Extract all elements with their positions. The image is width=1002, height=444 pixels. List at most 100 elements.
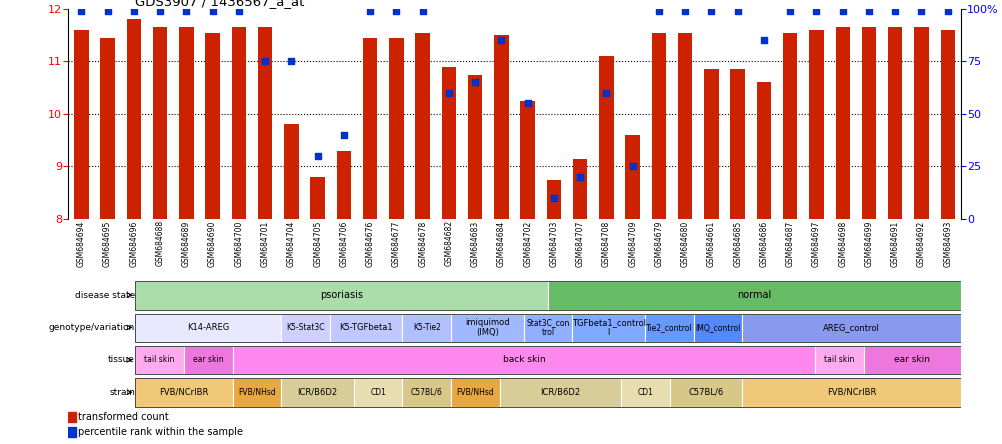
Point — [336, 131, 352, 139]
Bar — [546, 179, 560, 219]
Text: psoriasis: psoriasis — [320, 290, 363, 300]
Text: Tie2_control: Tie2_control — [645, 323, 692, 332]
Point — [729, 8, 745, 15]
Point — [441, 89, 457, 96]
Text: imiquimod
(IMQ): imiquimod (IMQ) — [465, 318, 509, 337]
Bar — [809, 30, 823, 219]
Bar — [183, 346, 232, 374]
Text: C57BL/6: C57BL/6 — [411, 388, 442, 397]
Text: AREG_control: AREG_control — [823, 323, 879, 332]
Bar — [861, 27, 876, 219]
Text: C57BL/6: C57BL/6 — [687, 388, 722, 397]
Point — [310, 152, 326, 159]
Text: tail skin: tail skin — [824, 355, 854, 365]
Bar — [402, 378, 451, 407]
Point — [73, 8, 89, 15]
Bar — [494, 35, 508, 219]
Bar — [741, 313, 960, 342]
Text: TGFbeta1_control
l: TGFbeta1_control l — [571, 318, 645, 337]
Bar — [389, 38, 403, 219]
Point — [257, 58, 273, 65]
Point — [99, 8, 115, 15]
Bar — [135, 281, 960, 309]
Text: back skin: back skin — [502, 355, 545, 365]
Bar — [68, 428, 76, 437]
Point — [284, 58, 300, 65]
Bar — [135, 281, 548, 309]
Bar — [135, 346, 960, 374]
Bar — [451, 313, 523, 342]
Point — [493, 37, 509, 44]
Bar — [281, 313, 330, 342]
Text: Stat3C_con
trol: Stat3C_con trol — [526, 318, 569, 337]
Bar — [499, 378, 620, 407]
Point — [178, 8, 194, 15]
Bar — [68, 412, 76, 422]
Text: ear skin: ear skin — [894, 355, 930, 365]
Point — [650, 8, 666, 15]
Text: disease state: disease state — [74, 290, 135, 300]
Text: K5-Stat3C: K5-Stat3C — [286, 323, 325, 332]
Bar — [402, 313, 451, 342]
Point — [939, 8, 955, 15]
Bar — [363, 38, 377, 219]
Text: CD1: CD1 — [370, 388, 386, 397]
Text: CD1: CD1 — [636, 388, 652, 397]
Text: FVB/NCrIBR: FVB/NCrIBR — [159, 388, 208, 397]
Point — [545, 194, 561, 202]
Text: percentile rank within the sample: percentile rank within the sample — [78, 427, 242, 437]
Text: FVB/NCrIBR: FVB/NCrIBR — [826, 388, 876, 397]
Bar — [572, 159, 587, 219]
Text: tail skin: tail skin — [144, 355, 174, 365]
Text: FVB/NHsd: FVB/NHsd — [456, 388, 494, 397]
Text: ICR/B6D2: ICR/B6D2 — [298, 388, 338, 397]
Bar — [135, 313, 281, 342]
Bar — [677, 32, 691, 219]
Point — [414, 8, 430, 15]
Bar — [651, 32, 665, 219]
Point — [204, 8, 220, 15]
Point — [598, 89, 614, 96]
Text: ear skin: ear skin — [192, 355, 223, 365]
Point — [152, 8, 168, 15]
Bar — [330, 313, 402, 342]
Bar — [815, 346, 863, 374]
Point — [230, 8, 246, 15]
Text: ICR/B6D2: ICR/B6D2 — [540, 388, 580, 397]
Bar — [887, 27, 902, 219]
Bar — [232, 378, 281, 407]
Bar — [729, 69, 744, 219]
Bar — [135, 313, 960, 342]
Text: K5-TGFbeta1: K5-TGFbeta1 — [339, 323, 393, 332]
Bar — [625, 135, 639, 219]
Point — [913, 8, 929, 15]
Bar — [620, 378, 669, 407]
Bar — [756, 83, 771, 219]
Bar — [232, 346, 815, 374]
Bar — [135, 378, 960, 407]
Bar — [520, 101, 534, 219]
Point — [125, 8, 141, 15]
Text: normal: normal — [736, 290, 771, 300]
Text: tissue: tissue — [108, 355, 135, 365]
Bar — [644, 313, 693, 342]
Bar — [783, 32, 797, 219]
Bar — [940, 30, 954, 219]
Point — [756, 37, 772, 44]
Bar — [354, 378, 402, 407]
Bar — [741, 378, 960, 407]
Text: K14-AREG: K14-AREG — [187, 323, 229, 332]
Text: strain: strain — [109, 388, 135, 397]
Bar — [152, 27, 167, 219]
Bar — [572, 313, 644, 342]
Bar — [468, 75, 482, 219]
Bar — [179, 27, 193, 219]
Text: IMQ_control: IMQ_control — [694, 323, 740, 332]
Bar — [914, 27, 928, 219]
Bar — [415, 32, 430, 219]
Point — [782, 8, 798, 15]
Bar — [284, 124, 299, 219]
Bar — [74, 30, 88, 219]
Bar — [451, 378, 499, 407]
Point — [860, 8, 876, 15]
